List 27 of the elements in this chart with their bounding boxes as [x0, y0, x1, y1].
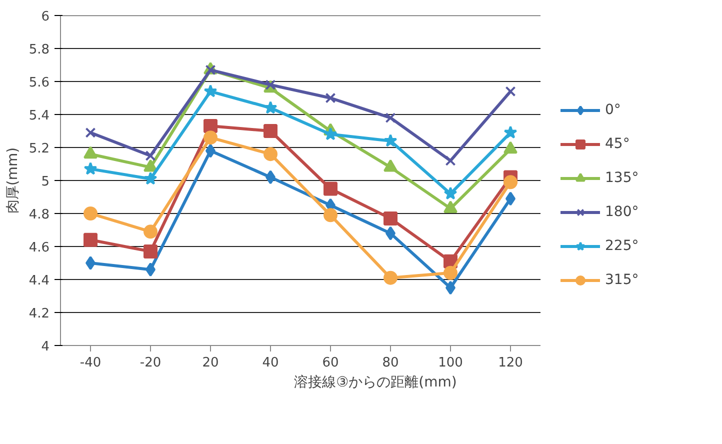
legend-label: 0° — [605, 102, 622, 118]
y-tick-label: 4.2 — [28, 306, 50, 322]
x-tick-label: -20 — [140, 356, 162, 370]
y-tick-label: 4 — [41, 340, 50, 354]
y-tick-label: 5 — [41, 174, 50, 190]
legend-label: 135° — [605, 170, 639, 186]
y-tick-label: 4.8 — [28, 208, 50, 222]
y-tick-label: 5.4 — [28, 108, 50, 124]
y-tick-label: 5.6 — [28, 76, 50, 90]
y-tick-label: 5.8 — [28, 42, 50, 58]
x-tick-label: 40 — [262, 356, 279, 370]
x-tick-label: 100 — [438, 356, 463, 370]
legend-label: 315° — [605, 272, 639, 288]
x-tick-label: 80 — [382, 356, 399, 370]
x-tick-label: 60 — [322, 356, 339, 370]
legend-label: 225° — [605, 238, 639, 254]
x-axis-title: 溶接線③からの距離(mm) — [294, 374, 457, 390]
y-tick-label: 6 — [41, 10, 50, 24]
x-tick-label: -40 — [80, 356, 102, 370]
x-tick-label: 20 — [202, 356, 219, 370]
legend-label: 45° — [605, 136, 630, 152]
y-tick-label: 5.2 — [28, 142, 50, 156]
y-tick-label: 4.4 — [28, 274, 50, 288]
y-tick-label: 4.6 — [28, 240, 50, 256]
y-axis-title: 肉厚(mm) — [4, 147, 21, 214]
legend-label: 180° — [605, 204, 639, 220]
x-tick-label: 120 — [498, 356, 523, 370]
